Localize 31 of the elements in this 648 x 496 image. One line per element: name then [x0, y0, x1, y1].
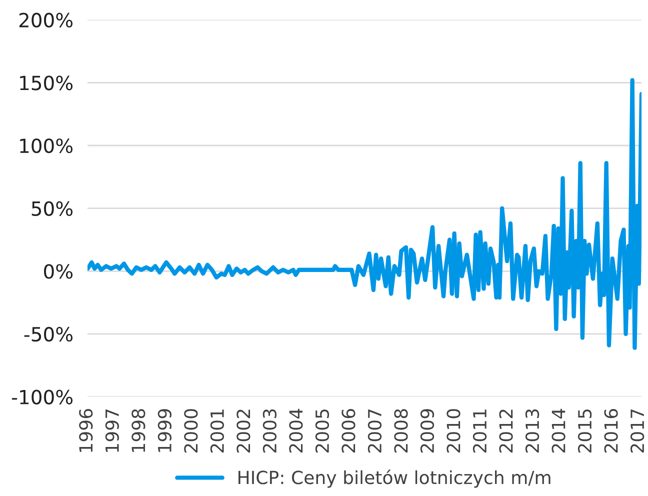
x-tick-label: 2012: [499, 410, 513, 453]
x-tick-label: 1997: [105, 409, 119, 452]
x-tick-label: 2014: [552, 408, 566, 453]
y-tick-label: 200%: [19, 12, 73, 28]
legend-label: HICP: Ceny biletów lotniczych m/m: [238, 470, 550, 488]
y-tick-label: 50%: [32, 201, 73, 216]
y-tick-label: 100%: [20, 138, 73, 154]
x-tick-label: 2003: [262, 409, 277, 453]
x-tick-label: 2010: [446, 409, 460, 453]
x-tick-label: 2009: [420, 409, 434, 453]
x-tick-label: 2000: [184, 409, 198, 453]
x-tick-label: 2007: [368, 409, 382, 453]
x-tick-label: 1999: [158, 409, 172, 452]
y-tick-label: -50%: [24, 326, 73, 342]
x-tick-label: 2001: [210, 410, 224, 453]
x-tick-label: 2016: [604, 409, 618, 453]
x-tick-label: 2008: [394, 409, 408, 453]
y-tick-label: -100%: [12, 390, 73, 404]
line-series: [87, 78, 642, 350]
x-tick-label: 2011: [472, 410, 487, 453]
y-tick-label: 150%: [20, 76, 73, 90]
y-tick-label: 0%: [44, 264, 73, 279]
x-tick-label: 2002: [236, 410, 250, 453]
x-tick-label: 1996: [79, 409, 93, 452]
x-tick-label: 2015: [578, 409, 592, 453]
x-tick-label: 2004: [289, 408, 303, 453]
x-tick-label: 2013: [525, 409, 540, 453]
x-tick-label: 2005: [315, 409, 330, 453]
x-tick-label: 2006: [342, 409, 356, 453]
x-tick-label: 2017: [630, 409, 644, 453]
x-tick-label: 1998: [132, 409, 146, 452]
